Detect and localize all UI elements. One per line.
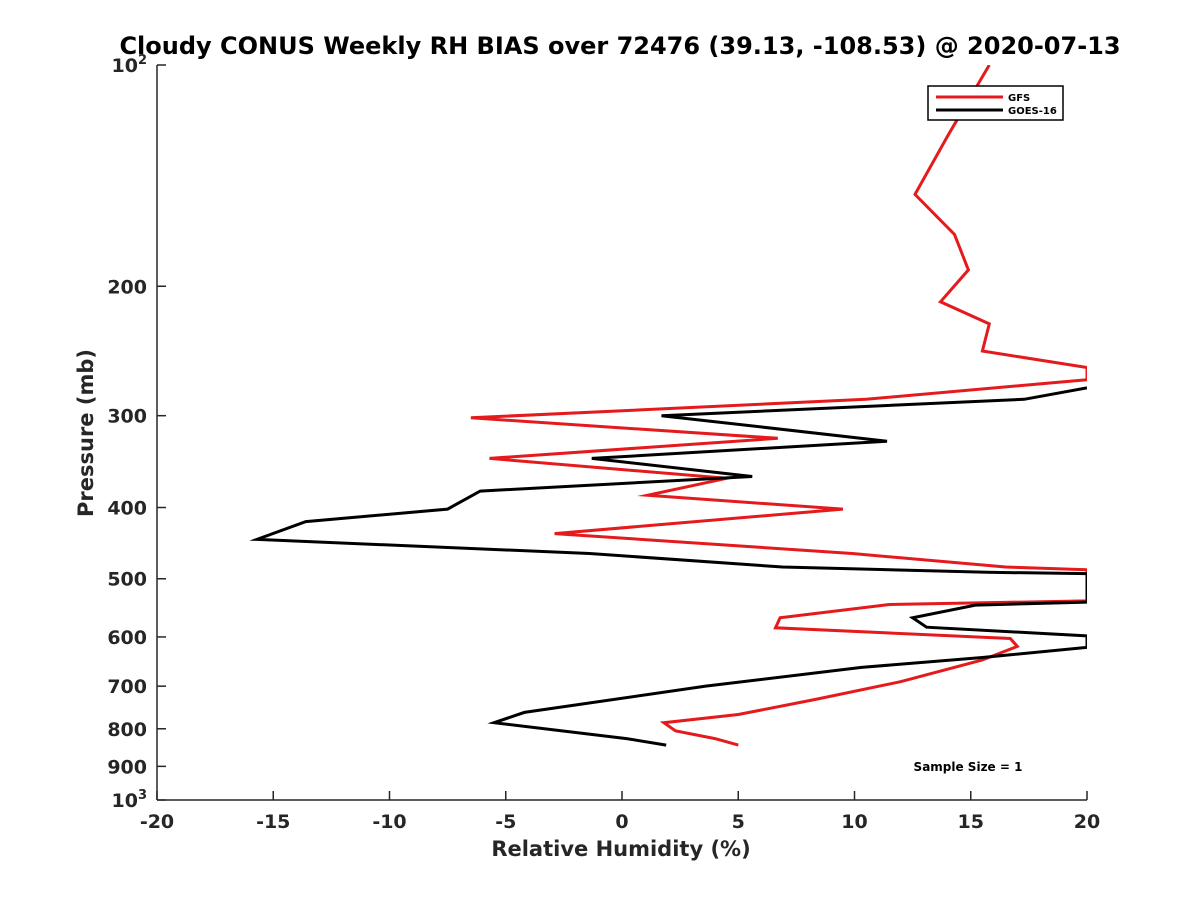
sample-size-annotation: Sample Size = 1 [914,760,1023,774]
series-line-gfs [470,65,1087,747]
x-tick-label: -15 [256,811,290,833]
y-axis-label: Pressure (mb) [74,349,98,517]
y-axis-ticks: 102 200 300 400 500 600 700 800 900 103 [107,53,166,812]
series-layer [249,65,1087,747]
y-tick-label: 700 [107,676,147,698]
x-tick-label: -10 [372,811,406,833]
chart-title: Cloudy CONUS Weekly RH BIAS over 72476 (… [119,32,1120,60]
y-tick-label: 300 [107,406,147,428]
legend: GFS GOES-16 [927,85,1064,121]
x-tick-label: 20 [1074,811,1100,833]
y-tick-label: 200 [107,276,147,298]
y-tick-label: 600 [107,627,147,649]
x-tick-label: 10 [841,811,867,833]
y-tick-label: 400 [107,498,147,520]
legend-entry: GFS [1008,93,1030,104]
x-tick-label: -20 [140,811,174,833]
plot-area: -20 -15 -10 -5 0 5 10 15 20 102 200 300 400 500 600 70… [107,53,1100,833]
y-tick-label: 103 [112,788,148,812]
x-tick-label: 15 [958,811,984,833]
y-tick-label: 500 [107,569,147,591]
legend-entry: GOES-16 [1008,106,1057,117]
x-tick-label: 5 [732,811,745,833]
y-tick-label: 102 [112,53,148,77]
series-line-goes-16 [249,386,1087,747]
x-tick-label: -5 [495,811,516,833]
y-tick-label: 800 [107,719,147,741]
x-axis-ticks: -20 -15 -10 -5 0 5 10 15 20 [140,791,1100,833]
legend-box [927,85,1064,121]
x-axis-label: Relative Humidity (%) [491,837,750,861]
y-tick-label: 900 [107,756,147,778]
x-tick-label: 0 [615,811,628,833]
